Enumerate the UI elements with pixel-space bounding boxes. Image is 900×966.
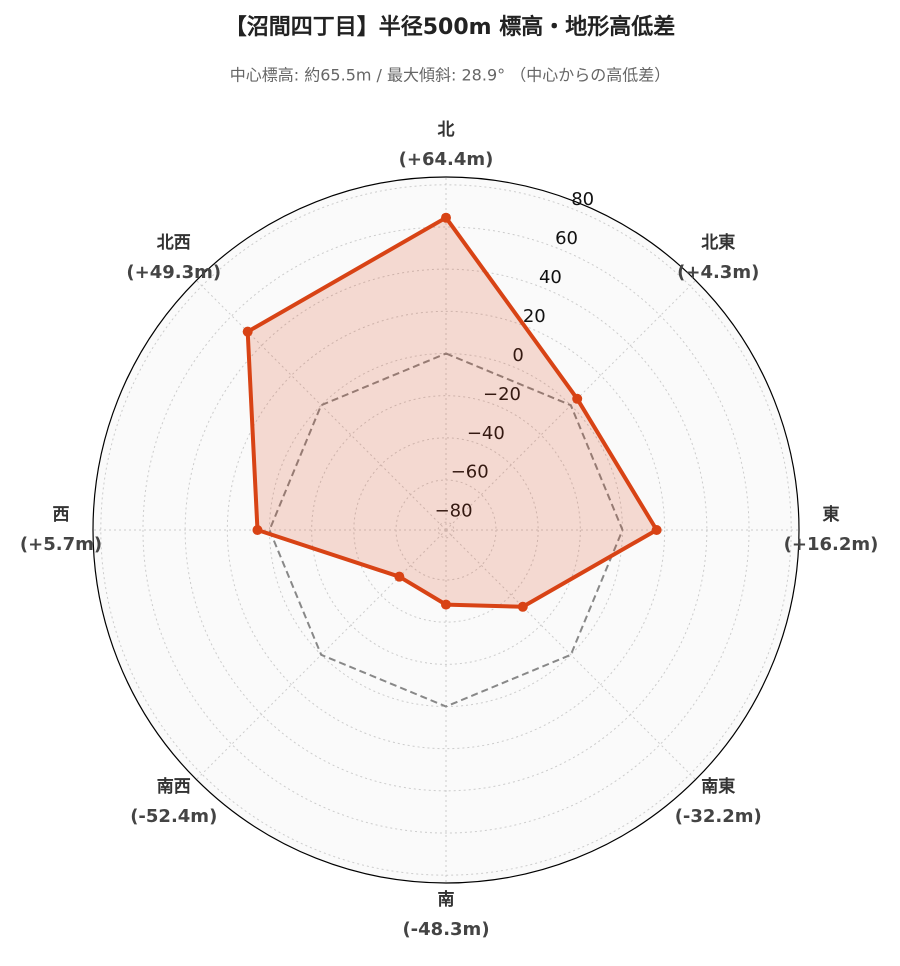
value-label: (+5.7m) — [20, 534, 102, 555]
data-point — [572, 393, 583, 404]
value-label: (+64.4m) — [399, 149, 494, 170]
data-point — [441, 599, 451, 610]
category-label: 西 — [53, 505, 70, 525]
grid-circle — [311, 395, 581, 665]
category-label: 南東 — [701, 776, 735, 797]
data-point — [441, 212, 451, 223]
category-label: 北 — [438, 120, 455, 140]
value-label: (-48.3m) — [402, 919, 489, 940]
r-tick-label: 20 — [523, 306, 546, 327]
grid-circle — [437, 521, 455, 539]
r-tick-label: −80 — [435, 501, 473, 522]
data-point — [517, 601, 528, 612]
category-label: 北東 — [701, 232, 735, 253]
value-label: (+49.3m) — [126, 262, 221, 283]
value-label: (+4.3m) — [677, 262, 759, 283]
r-tick-label: −40 — [467, 423, 505, 444]
chart-subtitle: 中心標高: 約65.5m / 最大傾斜: 28.9° （中心からの高低差） — [230, 66, 670, 85]
category-label: 南西 — [157, 776, 191, 797]
chart-title: 【沼間四丁目】半径500m 標高・地形高低差 — [225, 14, 676, 40]
grid-circle — [353, 437, 539, 623]
r-tick-label: 0 — [512, 345, 523, 366]
grid-circle — [142, 226, 750, 834]
r-tick-label: 40 — [539, 267, 562, 288]
spoke — [196, 280, 447, 531]
grid-circle — [226, 310, 666, 750]
category-label: 東 — [823, 504, 840, 525]
value-label: (-32.2m) — [675, 806, 762, 827]
category-label: 南 — [438, 889, 455, 910]
spoke — [445, 529, 696, 780]
category-label: 北西 — [157, 233, 191, 253]
data-point — [651, 525, 662, 535]
value-label: (+16.2m) — [784, 534, 879, 555]
r-tick-label: 60 — [555, 228, 578, 249]
r-tick-label: −60 — [451, 462, 489, 483]
data-point — [242, 326, 253, 337]
r-tick-label: 80 — [571, 189, 594, 210]
r-tick-label: −20 — [483, 384, 521, 405]
data-point — [252, 525, 263, 535]
reference-line — [268, 352, 624, 708]
grid-circle — [395, 479, 497, 581]
plot-border — [92, 176, 800, 884]
data-point — [394, 571, 405, 582]
value-label: (-52.4m) — [130, 806, 217, 827]
